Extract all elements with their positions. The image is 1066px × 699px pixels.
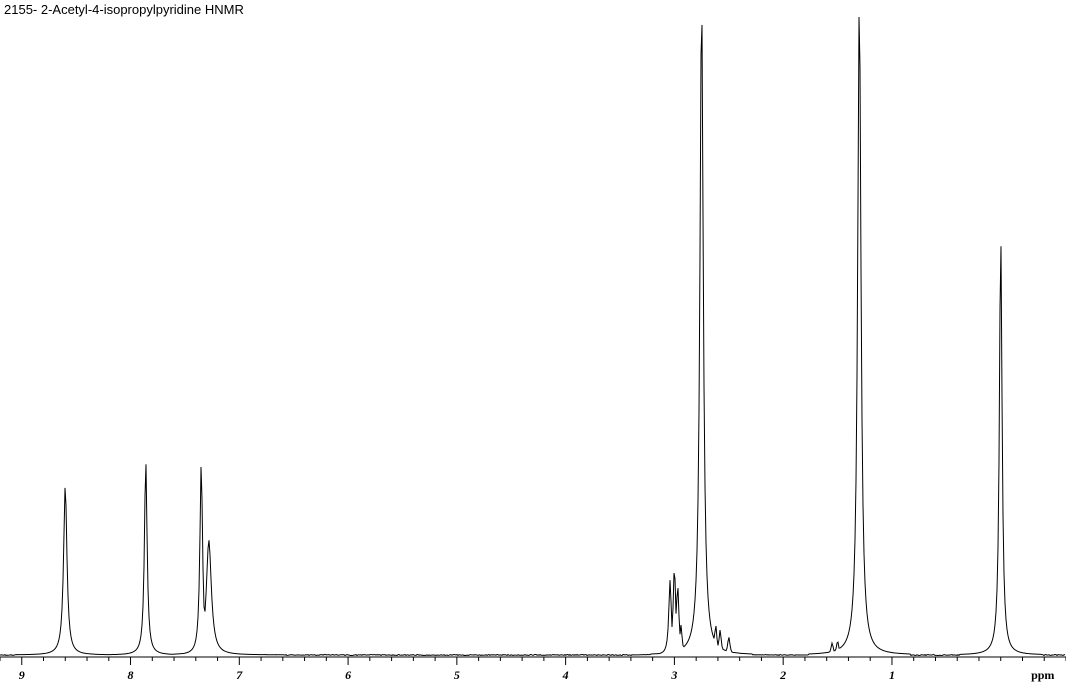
x-tick-label: 6	[345, 668, 351, 682]
x-tick-label: 2	[779, 668, 786, 682]
x-tick-label: 8	[128, 668, 134, 682]
chart-title: 2155- 2-Acetyl-4-isopropylpyridine HNMR	[4, 2, 244, 17]
nmr-spectrum	[0, 17, 1065, 655]
x-tick-label: 4	[562, 668, 569, 682]
x-tick-label: 9	[19, 668, 25, 682]
x-axis: 9 8 7 6 5 4 3 2 1 ppm	[0, 657, 1066, 682]
x-tick-label: 1	[889, 668, 895, 682]
spectrum-trace	[0, 17, 1065, 655]
x-axis-unit-label: ppm	[1031, 668, 1054, 682]
x-tick-label: 7	[236, 668, 243, 682]
x-tick-label: 3	[670, 668, 677, 682]
x-tick-label: 5	[454, 668, 460, 682]
